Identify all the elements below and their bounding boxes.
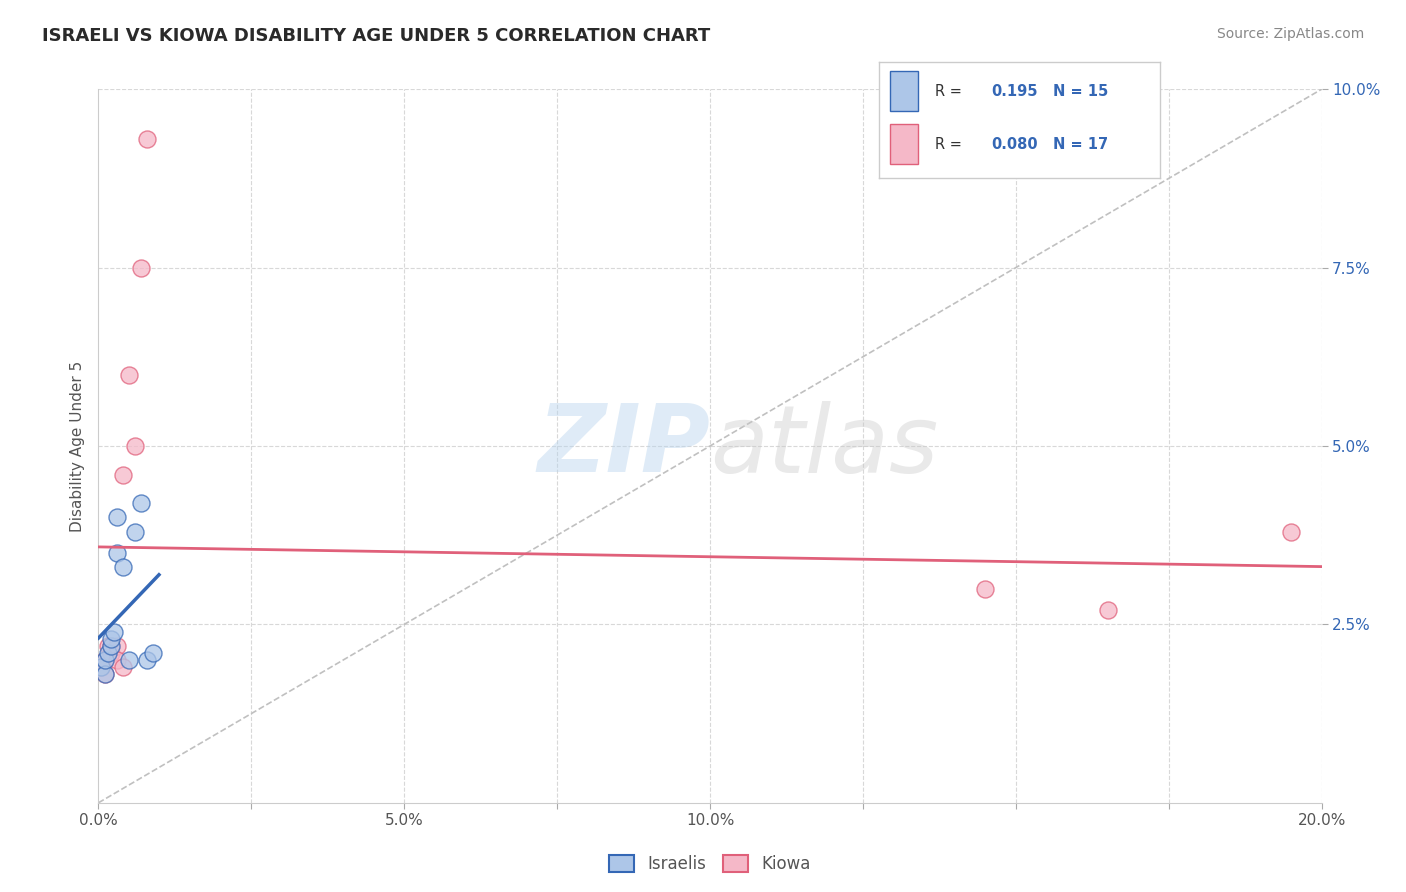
Point	[111, 467, 134, 482]
Point	[142, 646, 165, 660]
Point	[105, 639, 128, 653]
Point	[105, 653, 128, 667]
FancyBboxPatch shape	[890, 70, 918, 112]
Point	[100, 646, 122, 660]
Point	[100, 639, 122, 653]
Point	[1097, 603, 1119, 617]
Point	[97, 646, 120, 660]
Point	[111, 560, 134, 574]
Point	[93, 653, 115, 667]
Text: ISRAELI VS KIOWA DISABILITY AGE UNDER 5 CORRELATION CHART: ISRAELI VS KIOWA DISABILITY AGE UNDER 5 …	[42, 27, 710, 45]
Text: Source: ZipAtlas.com: Source: ZipAtlas.com	[1216, 27, 1364, 41]
Point	[974, 582, 997, 596]
Point	[124, 439, 146, 453]
Point	[100, 639, 122, 653]
Legend: Israelis, Kiowa: Israelis, Kiowa	[603, 848, 817, 880]
Y-axis label: Disability Age Under 5: Disability Age Under 5	[70, 360, 86, 532]
Point	[118, 368, 141, 382]
Point	[93, 667, 115, 681]
Point	[1279, 524, 1302, 539]
Point	[118, 653, 141, 667]
Text: N = 15: N = 15	[1053, 84, 1108, 99]
Point	[129, 260, 152, 275]
Point	[93, 667, 115, 681]
Point	[111, 660, 134, 674]
Text: R =: R =	[935, 137, 966, 153]
Point	[124, 524, 146, 539]
Text: N = 17: N = 17	[1053, 137, 1108, 153]
Point	[136, 132, 159, 146]
Text: 0.080: 0.080	[991, 137, 1038, 153]
Point	[105, 510, 128, 524]
Point	[97, 639, 120, 653]
Text: 0.195: 0.195	[991, 84, 1038, 99]
Text: atlas: atlas	[710, 401, 938, 491]
Point	[103, 624, 125, 639]
Point	[90, 660, 112, 674]
Text: R =: R =	[935, 84, 966, 99]
Point	[90, 660, 112, 674]
Point	[93, 653, 115, 667]
FancyBboxPatch shape	[890, 124, 918, 164]
Point	[100, 632, 122, 646]
Point	[136, 653, 159, 667]
Point	[129, 496, 152, 510]
Text: ZIP: ZIP	[537, 400, 710, 492]
Point	[105, 546, 128, 560]
